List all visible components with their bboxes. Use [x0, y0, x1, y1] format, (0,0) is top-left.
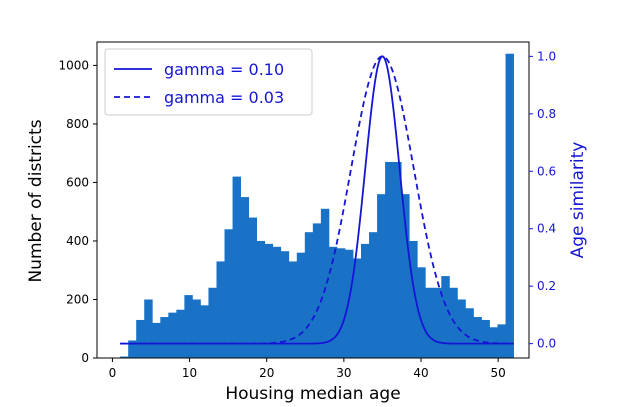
x-tick-label: 50	[491, 366, 506, 380]
histogram-bar	[144, 299, 153, 358]
x-tick-label: 20	[259, 366, 274, 380]
legend-box	[104, 48, 313, 116]
histogram-bar	[264, 243, 274, 358]
y2-tick-label: 0.6	[537, 164, 556, 178]
histogram-bar	[248, 217, 258, 358]
histogram-bar	[304, 232, 314, 358]
histogram-bar	[152, 322, 161, 358]
y-tick-label: 0	[81, 351, 89, 365]
histogram-bar	[433, 287, 442, 358]
histogram-bar	[328, 246, 338, 358]
y-axis-left: 0 200 400 600 800 1000	[58, 58, 97, 365]
histogram-bar	[312, 223, 322, 358]
y-tick-label: 600	[66, 175, 89, 189]
histogram-bar	[184, 295, 193, 358]
histogram-bar	[352, 258, 362, 358]
histogram-bar	[160, 317, 169, 358]
histogram-bar	[505, 53, 514, 358]
histogram-bar	[120, 356, 129, 358]
histogram-bar	[288, 261, 298, 358]
x-tick-label: 40	[413, 366, 428, 380]
legend-label-gamma-010: gamma = 0.10	[164, 60, 284, 79]
y-tick-label: 200	[66, 292, 89, 306]
y-tick-label: 1000	[58, 58, 89, 72]
x-tick-label: 30	[336, 366, 351, 380]
histogram-bar	[168, 312, 177, 358]
histogram-bar	[216, 261, 225, 358]
x-axis-title: Housing median age	[225, 384, 400, 404]
y-tick-label: 400	[66, 234, 89, 248]
histogram-bar	[232, 176, 241, 358]
histogram-bar	[192, 299, 201, 358]
y-axis-right-title: Age similarity	[568, 142, 588, 259]
histogram-bar	[280, 251, 290, 358]
histogram-bars	[120, 53, 514, 358]
similarity-curve-dashed	[120, 55, 514, 345]
histogram-bar	[136, 319, 145, 358]
histogram-bar	[200, 305, 209, 358]
y-axis-left-title: Number of districts	[26, 119, 46, 282]
histogram-bar	[473, 317, 482, 358]
histogram-bar	[176, 309, 185, 358]
y-tick-label: 800	[66, 117, 89, 131]
histogram-bar	[481, 319, 490, 358]
histogram-bar	[224, 229, 233, 358]
x-tick-label: 0	[109, 366, 117, 380]
histogram-bar	[336, 248, 346, 358]
histogram-bar	[409, 240, 418, 358]
histogram-bar	[465, 308, 474, 358]
histogram-bar	[425, 287, 434, 358]
histogram-bar	[128, 340, 137, 358]
y2-tick-label: 0.2	[537, 279, 556, 293]
y2-tick-label: 0.8	[537, 107, 556, 121]
histogram-bar	[272, 246, 282, 358]
y2-tick-label: 1.0	[537, 49, 556, 63]
histogram-bar	[449, 287, 458, 358]
histogram-bar	[457, 299, 466, 358]
histogram-bar	[401, 194, 410, 358]
histogram-bar	[296, 252, 306, 358]
histogram-bar	[441, 276, 450, 358]
legend-label-gamma-003: gamma = 0.03	[164, 88, 284, 107]
histogram-bar	[377, 194, 386, 358]
histogram-bar	[208, 287, 217, 358]
histogram-bar	[385, 161, 394, 358]
histogram-bar	[497, 324, 506, 358]
histogram-bar	[393, 161, 402, 358]
legend: gamma = 0.10 gamma = 0.03	[104, 48, 313, 116]
histogram-bar	[344, 249, 354, 358]
y2-tick-label: 0.0	[537, 337, 556, 351]
x-tick-label: 10	[182, 366, 197, 380]
y-axis-right: 0.0 0.2 0.4 0.6 0.8 1.0	[529, 49, 556, 351]
similarity-curves	[120, 55, 514, 345]
histogram-bar	[256, 240, 266, 358]
histogram-bar	[361, 243, 370, 358]
histogram-bar	[320, 208, 330, 358]
plot-frame	[96, 41, 530, 359]
x-axis: 0 10 20 30 40 50	[109, 358, 506, 380]
histogram-bar	[240, 197, 250, 358]
histogram-bar	[417, 267, 426, 358]
y2-tick-label: 0.4	[537, 222, 556, 236]
histogram-bar	[369, 232, 378, 358]
